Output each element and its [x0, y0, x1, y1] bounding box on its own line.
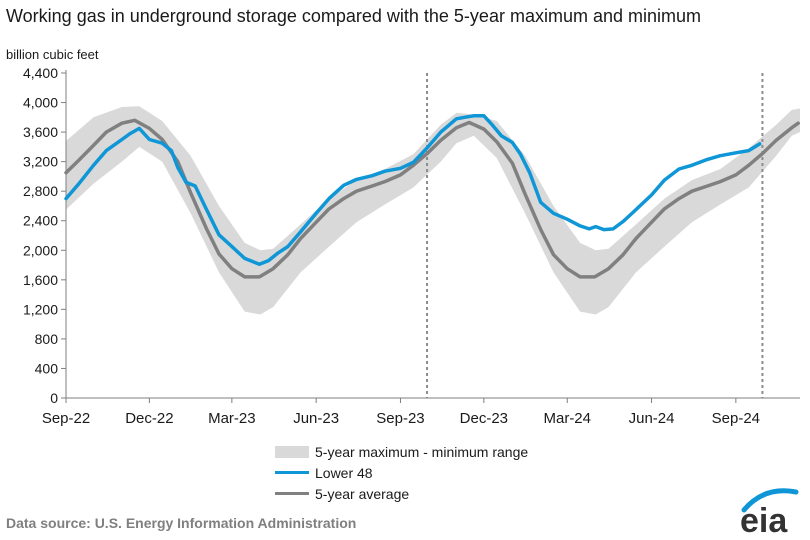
- y-tick-label: 2,000: [23, 242, 58, 258]
- y-tick-label: 2,400: [23, 213, 58, 229]
- x-tick-label: Jun-24: [629, 410, 675, 427]
- legend-label-average: 5-year average: [315, 485, 410, 502]
- average-line: [64, 118, 800, 279]
- series-line-layer: [64, 114, 800, 279]
- x-tick-label: Dec-23: [460, 410, 508, 427]
- legend: 5-year maximum - minimum range Lower 48 …: [275, 441, 528, 504]
- legend-item-lower-48: Lower 48: [275, 462, 528, 483]
- eia-logo-text: eia: [740, 502, 788, 536]
- x-tick-label: Sep-22: [42, 410, 90, 427]
- x-tick-label: Mar-24: [543, 410, 591, 427]
- y-tick-label: 2,800: [23, 183, 58, 199]
- y-tick-label: 4,400: [23, 65, 58, 81]
- x-tick-label: Dec-22: [125, 410, 173, 427]
- legend-swatch-range: [275, 445, 309, 458]
- x-tick-label: Mar-23: [208, 410, 256, 427]
- y-axis-unit-label: billion cubic feet: [6, 47, 99, 62]
- legend-label-range: 5-year maximum - minimum range: [315, 443, 529, 460]
- axis-layer: 0 400 800 1,200 1,600 2,000 2,400 2,800 3,200 3,6…: [23, 65, 800, 427]
- x-tick-label: Sep-24: [712, 410, 760, 427]
- legend-swatch-average: [275, 492, 309, 495]
- y-tick-label: 3,200: [23, 154, 58, 170]
- y-tick-label: 800: [35, 331, 59, 347]
- y-tick-label: 0: [50, 390, 58, 406]
- y-tick-label: 4,000: [23, 95, 58, 111]
- data-source-note: Data source: U.S. Energy Information Adm…: [6, 515, 357, 531]
- range-band-layer: [66, 106, 800, 315]
- x-tick-label: Jun-23: [293, 410, 339, 427]
- range-band: [66, 106, 800, 315]
- vertical-marker-layer: [426, 73, 764, 398]
- y-tick-label: 3,600: [23, 124, 58, 140]
- legend-swatch-lower-48: [275, 471, 309, 474]
- legend-item-average: 5-year average: [275, 483, 528, 504]
- y-tick-label: 1,200: [23, 301, 58, 317]
- eia-logo: eia: [740, 488, 799, 536]
- y-tick-label: 1,600: [23, 272, 58, 288]
- eia-logo-arc: [741, 488, 799, 513]
- x-tick-label: Sep-23: [376, 410, 424, 427]
- y-tick-label: 400: [35, 360, 59, 376]
- lower-48-line: [64, 114, 762, 267]
- legend-label-lower-48: Lower 48: [315, 464, 373, 481]
- chart-title: Working gas in underground storage compa…: [6, 6, 701, 26]
- legend-item-range: 5-year maximum - minimum range: [275, 441, 528, 462]
